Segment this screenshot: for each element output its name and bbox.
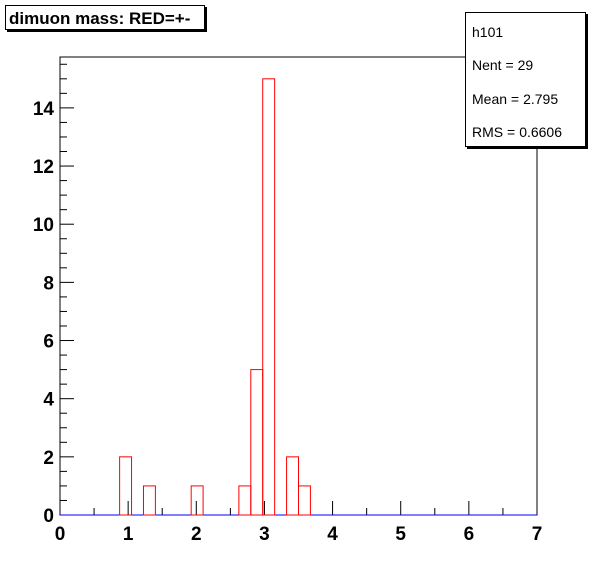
stats-entries: Nent = 29 — [472, 57, 533, 73]
stats-rms-value: 0.6606 — [519, 124, 563, 140]
y-tick-label: 14 — [33, 99, 55, 120]
x-tick-label: 1 — [123, 524, 134, 545]
histogram-bin — [286, 456, 300, 516]
x-tick-label: 7 — [532, 524, 543, 545]
stats-mean: Mean = 2.795 — [472, 91, 558, 107]
stats-rms-label: RMS = — [472, 124, 516, 140]
stats-rms: RMS = 0.6606 — [472, 124, 562, 140]
histogram-bin — [142, 485, 156, 516]
stats-mean-value: 2.795 — [523, 91, 559, 107]
y-tick-label: 6 — [43, 332, 54, 353]
y-tick-label: 4 — [43, 390, 54, 411]
x-axis-tick-labels: 0 1 2 3 4 5 6 7 — [55, 524, 543, 545]
stats-mean-label: Mean = — [472, 91, 520, 107]
x-tick-label: 3 — [259, 524, 270, 545]
stats-entries-value: 29 — [517, 57, 534, 73]
x-tick-label: 4 — [327, 524, 338, 545]
y-tick-label: 0 — [43, 506, 54, 527]
stats-box: h101 Nent = 29 Mean = 2.795 RMS = 0.6606 — [465, 12, 586, 147]
histogram-bin — [298, 485, 311, 516]
x-tick-label: 5 — [395, 524, 406, 545]
histogram-bin — [119, 456, 133, 516]
x-tick-label: 6 — [464, 524, 475, 545]
histogram-bin — [190, 485, 204, 516]
histogram-bins — [119, 78, 311, 516]
x-tick-label: 2 — [191, 524, 202, 545]
histogram-bin — [262, 78, 276, 516]
y-tick-label: 12 — [33, 157, 54, 178]
x-tick-label: 0 — [55, 524, 66, 545]
stats-name: h101 — [472, 24, 504, 40]
y-tick-label: 8 — [43, 273, 54, 294]
y-tick-label: 2 — [43, 448, 54, 469]
chart-title: dimuon mass: RED=+- — [5, 5, 205, 30]
y-tick-label: 10 — [33, 215, 54, 236]
y-axis-ticks — [60, 63, 74, 516]
stats-entries-label: Nent = — [472, 57, 514, 73]
histogram-bin — [238, 485, 252, 516]
y-axis-tick-labels: 0 2 4 6 8 10 12 14 — [33, 99, 55, 527]
histogram-bin — [250, 369, 264, 516]
